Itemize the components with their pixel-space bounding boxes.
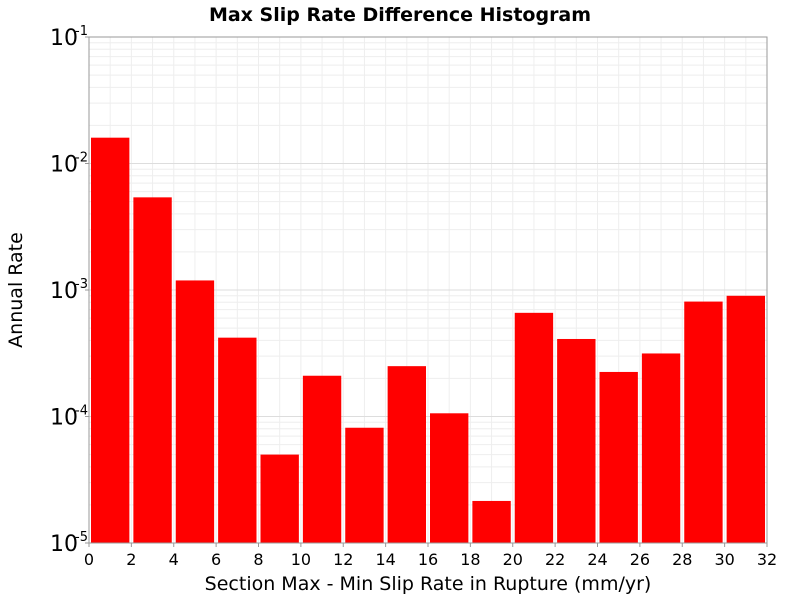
x-tick-label: 22 [545,550,565,569]
histogram-bar [599,371,638,543]
y-tick-label-base: 10 [50,153,78,178]
x-tick-label: 6 [211,550,221,569]
y-axis-label: Annual Rate [5,232,27,348]
y-tick-label-base: 10 [50,406,78,431]
x-tick-label: 12 [333,550,353,569]
x-tick-label: 0 [84,550,94,569]
x-tick-label: 8 [253,550,263,569]
bars [91,137,765,544]
x-tick-label: 28 [672,550,692,569]
histogram-bar [472,500,511,543]
histogram-bar [430,413,469,543]
histogram-bar [387,366,426,543]
x-tick-label: 4 [169,550,179,569]
histogram-bar [726,295,765,543]
x-tick-label: 14 [375,550,395,569]
x-tick-label: 20 [503,550,523,569]
histogram-bar [302,375,342,543]
x-tick-label: 24 [587,550,607,569]
histogram-bar [175,280,215,543]
histogram-bar [557,338,596,543]
histogram-bar [218,337,257,543]
histogram-bar [345,427,384,543]
y-tick-label-exponent: -5 [75,530,88,545]
y-tick-label-exponent: -2 [75,151,88,166]
y-tick-label-exponent: -1 [75,24,88,39]
histogram-bar [133,197,172,544]
y-tick-label-base: 10 [50,532,78,557]
y-tick-label-exponent: -4 [75,404,88,419]
histogram-bar [641,353,681,543]
x-tick-label: 2 [126,550,136,569]
chart-title: Max Slip Rate Difference Histogram [209,4,591,26]
x-tick-label: 30 [714,550,734,569]
histogram-bar [260,454,299,543]
x-tick-label: 16 [418,550,438,569]
x-tick-label: 18 [460,550,480,569]
x-tick-label: 26 [630,550,650,569]
x-axis-label: Section Max - Min Slip Rate in Rupture (… [205,573,652,595]
histogram-bar [684,301,723,543]
histogram-bar [514,312,554,543]
x-tick-label: 10 [291,550,311,569]
y-tick-label-exponent: -3 [75,277,88,292]
histogram-bar [91,137,130,543]
y-tick-label-base: 10 [50,279,78,304]
y-tick-label-base: 10 [50,26,78,51]
x-tick-label: 32 [757,550,777,569]
y-axis-ticks: 10-510-410-310-210-1 [50,24,89,557]
x-axis-ticks: 0 2 4 6 8 10 12 14 16 18 20 22 24 26 28 30 32 [84,543,777,569]
